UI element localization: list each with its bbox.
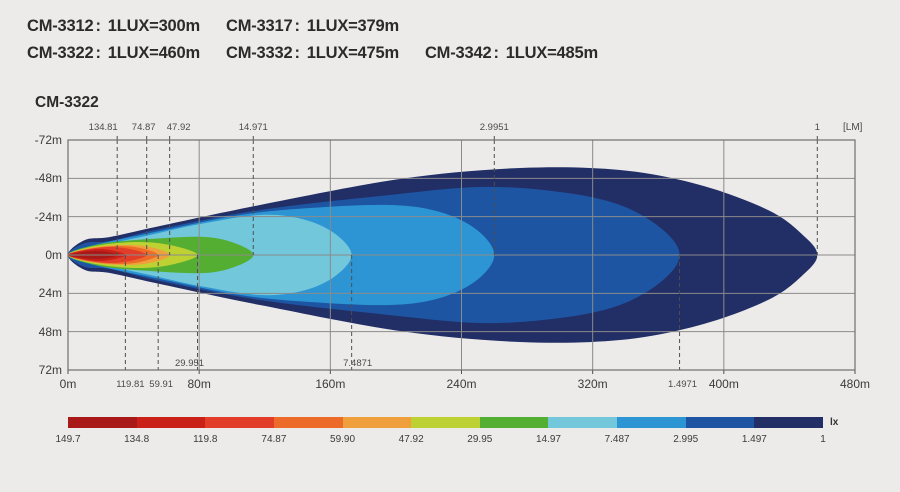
y-tick-label: -48m — [34, 171, 62, 186]
y-tick-label: 24m — [38, 286, 62, 301]
x-tick-label: 320m — [577, 377, 608, 391]
legend-unit-label: lx — [830, 417, 839, 428]
model-spec: CM-33321LUX=475m — [226, 40, 399, 67]
model-lux-distance: 1LUX=379m — [306, 17, 399, 35]
top-axis-unit-label: [LM] — [843, 122, 863, 133]
x-tick-label: 80m — [187, 377, 211, 391]
model-name: CM-3342 — [425, 44, 506, 62]
lux-distance-label: 1 — [814, 122, 820, 133]
model-spec: CM-33171LUX=379m — [226, 13, 399, 40]
legend-segment-3 — [273, 417, 343, 428]
legend-value-label: 59.90 — [330, 434, 356, 445]
legend-value-label: 47.92 — [398, 434, 424, 445]
y-tick-label: 48m — [38, 324, 62, 339]
lux-distance-label: 14.971 — [238, 122, 268, 133]
model-spec: CM-33221LUX=460m — [27, 40, 200, 67]
legend-segment-7 — [548, 417, 617, 428]
grid-lines — [68, 140, 855, 370]
lux-distance-label: 7.4871 — [343, 358, 373, 369]
lux-distance-label: 29.951 — [174, 358, 205, 369]
model-name: CM-3317 — [226, 17, 307, 35]
lux-distance-label: 59.91 — [149, 379, 174, 390]
y-tick-label: -24m — [34, 209, 62, 224]
legend-value-label: 29.95 — [467, 434, 493, 445]
lux-distance-label: 74.87 — [131, 122, 156, 133]
legend-segment-9 — [685, 417, 755, 428]
header: CM-33121LUX=300m CM-33171LUX=379m CM-332… — [27, 13, 624, 67]
x-tick-label: 160m — [315, 377, 346, 391]
x-tick-label: 480m — [839, 377, 871, 391]
x-tick-label: 240m — [446, 377, 477, 391]
legend-value-label: 14.97 — [535, 434, 561, 445]
legend-value-label: 149.7 — [55, 434, 81, 445]
model-lux-distance: 1LUX=460m — [107, 44, 200, 62]
legend-segment-8 — [617, 417, 686, 428]
header-line-2: CM-33221LUX=460m CM-33321LUX=475m CM-334… — [27, 40, 624, 67]
legend-segment-6 — [479, 417, 549, 428]
header-line-1: CM-33121LUX=300m CM-33171LUX=379m — [27, 13, 624, 40]
legend-segment-1 — [136, 417, 206, 428]
legend-value-label: 119.8 — [193, 434, 218, 445]
legend-value-label: 7.487 — [604, 434, 630, 445]
legend-value-label: 1.497 — [741, 434, 767, 445]
model-lux-distance: 1LUX=300m — [107, 17, 200, 35]
x-tick-label: 0m — [59, 377, 77, 391]
legend-bar — [68, 417, 823, 428]
model-name: CM-3332 — [226, 44, 307, 62]
legend-value-label: 74.87 — [261, 434, 287, 445]
legend-segment-2 — [205, 417, 274, 428]
y-tick-label: -72m — [34, 133, 62, 147]
model-lux-distance: 1LUX=475m — [306, 44, 399, 62]
chart-title: CM-3322 — [35, 94, 99, 111]
y-tick-label: 72m — [38, 363, 62, 377]
lux-distance-label: 47.92 — [166, 122, 191, 133]
x-tick-label: 400m — [708, 377, 739, 391]
lux-distance-label: 134.81 — [88, 122, 118, 133]
axis-ticks — [67, 136, 856, 374]
model-name: CM-3322 — [27, 44, 108, 62]
model-name: CM-3312 — [27, 17, 108, 35]
legend-segment-10 — [754, 417, 823, 428]
lux-dashed-lines — [116, 140, 818, 370]
model-spec: CM-33121LUX=300m — [27, 13, 200, 40]
legend-value-label: 2.995 — [673, 434, 699, 445]
legend-value-label: 134.8 — [124, 434, 150, 445]
model-spec: CM-33421LUX=485m — [425, 40, 598, 67]
lux-distance-label: 1.4971 — [668, 379, 698, 390]
y-tick-label: 0m — [45, 248, 62, 262]
legend-segment-4 — [342, 417, 412, 428]
legend-segment-0 — [68, 417, 137, 428]
legend-value-label: 1 — [820, 434, 826, 445]
lux-distance-label: 119.81 — [116, 379, 145, 390]
legend-segment-5 — [411, 417, 480, 428]
model-lux-distance: 1LUX=485m — [505, 44, 598, 62]
plot-border — [67, 139, 856, 371]
lux-distance-label: 2.9951 — [479, 122, 509, 133]
